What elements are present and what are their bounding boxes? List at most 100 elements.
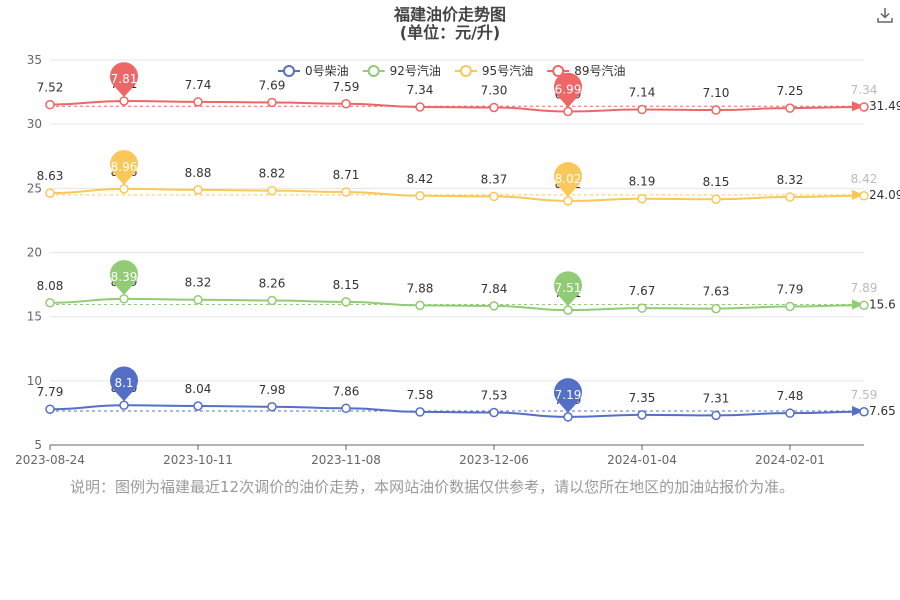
extreme-pin-label: 8.96	[111, 160, 138, 174]
y-tick-label: 25	[27, 181, 42, 195]
average-label: 15.6	[869, 297, 896, 311]
data-label: 7.30	[481, 83, 508, 97]
extreme-pin-label: 8.02	[555, 172, 582, 186]
data-label: 7.98	[259, 383, 286, 397]
data-label: 8.26	[259, 276, 286, 290]
data-label: 8.88	[185, 166, 212, 180]
extreme-pin-label: 8.39	[111, 270, 138, 284]
average-label: 24.09	[869, 188, 900, 202]
data-label: 8.63	[37, 169, 64, 183]
data-point	[859, 300, 869, 310]
data-point	[711, 194, 721, 204]
data-point	[711, 105, 721, 115]
chart-note: 说明：图例为福建最近12次调价的油价走势，本网站油价数据仅供参考，请以您所在地区…	[70, 478, 795, 496]
x-tick-label: 2023-11-08	[311, 453, 381, 467]
data-point	[489, 407, 499, 418]
legend-item[interactable]: 95号汽油	[454, 63, 533, 78]
data-point	[859, 191, 869, 201]
data-label: 7.31	[703, 391, 730, 405]
legend-item[interactable]: 0号柴油	[278, 64, 349, 78]
legend-item[interactable]: 89号汽油	[547, 63, 625, 78]
data-label: 8.08	[37, 279, 64, 293]
axes: 5 10 15 20 25 30 35 2023-08-24 2023-10-11 2023-11…	[15, 53, 864, 467]
data-point	[637, 193, 647, 204]
data-point	[563, 305, 573, 315]
data-point	[637, 303, 647, 313]
data-point	[785, 301, 795, 312]
download-icon[interactable]	[876, 6, 894, 24]
data-label: 8.42	[407, 172, 434, 186]
data-point	[637, 104, 647, 115]
x-tick-label: 2023-12-06	[459, 453, 529, 467]
data-label: 8.71	[333, 168, 360, 182]
data-point	[341, 403, 351, 414]
data-point	[489, 191, 499, 202]
data-label: 7.59	[333, 80, 360, 94]
series-lines	[45, 96, 869, 422]
extreme-pin-label: 7.81	[111, 72, 138, 86]
data-label: 8.15	[333, 278, 360, 292]
data-label: 7.88	[407, 281, 434, 295]
data-label: 8.19	[629, 175, 656, 189]
extreme-pin	[554, 378, 583, 413]
data-label: 7.79	[37, 385, 64, 399]
data-label: 7.53	[481, 389, 508, 403]
data-label: 8.32	[185, 276, 212, 290]
legend-label: 0号柴油	[305, 64, 349, 78]
data-point	[563, 106, 573, 117]
y-tick-label: 5	[34, 438, 42, 452]
data-point	[563, 412, 573, 422]
legend-item[interactable]: 92号汽油	[362, 63, 441, 78]
data-label: 8.15	[703, 175, 730, 189]
legend-label: 92号汽油	[390, 63, 441, 78]
extreme-pin-label: 7.19	[555, 388, 582, 402]
data-label: 7.86	[333, 384, 360, 398]
data-label: 7.63	[703, 285, 730, 299]
average-label: 7.65	[869, 404, 896, 418]
data-point	[637, 410, 647, 420]
data-label: 7.74	[185, 78, 212, 92]
series-line	[49, 404, 865, 418]
data-label: 8.82	[259, 167, 286, 181]
extreme-pin	[110, 62, 138, 97]
chart-subtitle: (单位：元/升)	[400, 23, 500, 42]
extreme-pin	[110, 150, 139, 185]
data-point	[785, 408, 795, 418]
data-point	[415, 300, 425, 311]
data-point	[341, 297, 351, 307]
grid-lines	[50, 59, 864, 382]
data-point	[489, 102, 499, 113]
data-point	[119, 294, 129, 304]
data-point	[119, 400, 129, 410]
extreme-pin-label: 8.1	[114, 376, 133, 390]
data-point	[267, 97, 277, 108]
data-point	[119, 96, 129, 106]
y-tick-label: 35	[27, 53, 42, 67]
extreme-pin	[554, 162, 582, 197]
average-label: 31.49	[869, 99, 900, 113]
data-point	[45, 99, 55, 110]
data-label: 7.67	[629, 284, 656, 298]
legend-symbol	[552, 65, 565, 77]
legend-label: 95号汽油	[482, 63, 533, 78]
data-point	[415, 407, 425, 417]
legend[interactable]: 0号柴油 92号汽油 95号汽油 89号汽油	[278, 63, 625, 78]
data-point	[859, 407, 869, 417]
data-label: 8.42	[851, 172, 878, 186]
chart-title: 福建油价走势图	[393, 5, 506, 24]
data-label: 7.84	[481, 282, 508, 296]
extreme-pin-label: 6.99	[555, 82, 582, 96]
x-tick-label: 2023-10-11	[163, 453, 233, 467]
data-label: 7.58	[407, 388, 434, 402]
data-point	[267, 402, 277, 412]
data-label: 7.34	[407, 83, 434, 97]
data-point	[193, 401, 203, 411]
x-tick-label: 2023-08-24	[15, 453, 85, 467]
data-point	[267, 185, 277, 196]
data-point	[45, 404, 55, 414]
data-label: 7.59	[851, 388, 878, 402]
data-point	[341, 99, 351, 109]
y-tick-label: 30	[27, 117, 42, 131]
data-labels: 7.657.798.108.047.987.867.587.537.197.35…	[37, 77, 900, 418]
